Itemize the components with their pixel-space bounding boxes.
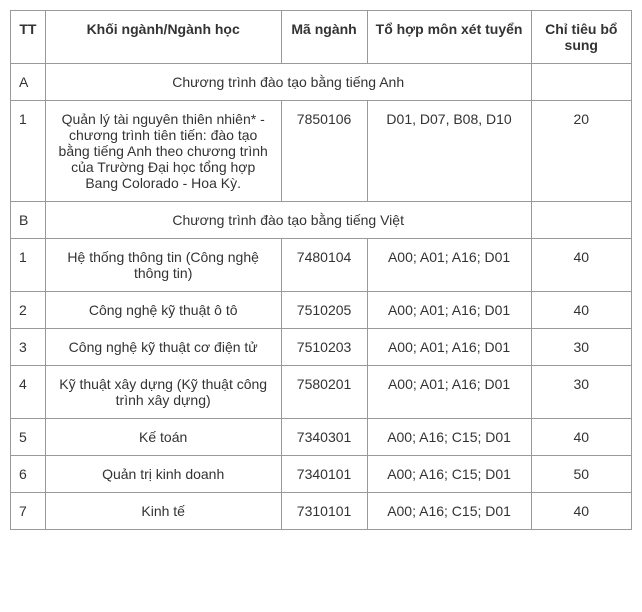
cell-name: Hệ thống thông tin (Công nghệ thông tin) (45, 239, 281, 292)
cell-name: Quản lý tài nguyên thiên nhiên* - chương… (45, 101, 281, 202)
section-row: AChương trình đào tạo bằng tiếng Anh (11, 64, 632, 101)
section-title: Chương trình đào tạo bằng tiếng Anh (45, 64, 531, 101)
cell-combo: A00; A16; C15; D01 (367, 456, 531, 493)
cell-code: 7580201 (281, 366, 367, 419)
cell-quota: 40 (531, 419, 631, 456)
cell-quota: 40 (531, 292, 631, 329)
table-row: 4Kỹ thuật xây dựng (Kỹ thuật công trình … (11, 366, 632, 419)
cell-combo: A00; A01; A16; D01 (367, 239, 531, 292)
header-quota: Chỉ tiêu bổ sung (531, 11, 631, 64)
header-row: TT Khối ngành/Ngành học Mã ngành Tổ hợp … (11, 11, 632, 64)
cell-tt: 5 (11, 419, 46, 456)
cell-tt: 1 (11, 101, 46, 202)
cell-code: 7340301 (281, 419, 367, 456)
cell-quota: 30 (531, 329, 631, 366)
cell-combo: A00; A01; A16; D01 (367, 366, 531, 419)
cell-quota: 30 (531, 366, 631, 419)
cell-tt: 1 (11, 239, 46, 292)
table-row: 2Công nghệ kỹ thuật ô tô7510205A00; A01;… (11, 292, 632, 329)
cell-code: 7480104 (281, 239, 367, 292)
cell-tt: 3 (11, 329, 46, 366)
cell-code: 7310101 (281, 493, 367, 530)
table-row: 3Công nghệ kỹ thuật cơ điện tử7510203A00… (11, 329, 632, 366)
cell-combo: A00; A01; A16; D01 (367, 329, 531, 366)
cell-quota: 40 (531, 493, 631, 530)
table-row: 7Kinh tế7310101A00; A16; C15; D0140 (11, 493, 632, 530)
section-quota-empty (531, 202, 631, 239)
section-label: A (11, 64, 46, 101)
cell-code: 7510203 (281, 329, 367, 366)
table-row: 1Quản lý tài nguyên thiên nhiên* - chươn… (11, 101, 632, 202)
section-label: B (11, 202, 46, 239)
cell-name: Công nghệ kỹ thuật cơ điện tử (45, 329, 281, 366)
cell-combo: A00; A01; A16; D01 (367, 292, 531, 329)
cell-name: Kế toán (45, 419, 281, 456)
cell-quota: 40 (531, 239, 631, 292)
header-combo: Tổ hợp môn xét tuyển (367, 11, 531, 64)
cell-code: 7850106 (281, 101, 367, 202)
section-quota-empty (531, 64, 631, 101)
cell-combo: D01, D07, B08, D10 (367, 101, 531, 202)
header-name: Khối ngành/Ngành học (45, 11, 281, 64)
cell-code: 7340101 (281, 456, 367, 493)
section-title: Chương trình đào tạo bằng tiếng Việt (45, 202, 531, 239)
cell-name: Kỹ thuật xây dựng (Kỹ thuật công trình x… (45, 366, 281, 419)
cell-quota: 20 (531, 101, 631, 202)
header-tt: TT (11, 11, 46, 64)
table-row: 5Kế toán7340301A00; A16; C15; D0140 (11, 419, 632, 456)
cell-tt: 4 (11, 366, 46, 419)
cell-name: Quản trị kinh doanh (45, 456, 281, 493)
cell-name: Kinh tế (45, 493, 281, 530)
cell-tt: 6 (11, 456, 46, 493)
cell-combo: A00; A16; C15; D01 (367, 419, 531, 456)
cell-tt: 2 (11, 292, 46, 329)
cell-code: 7510205 (281, 292, 367, 329)
table-row: 6Quản trị kinh doanh7340101A00; A16; C15… (11, 456, 632, 493)
cell-name: Công nghệ kỹ thuật ô tô (45, 292, 281, 329)
cell-combo: A00; A16; C15; D01 (367, 493, 531, 530)
cell-tt: 7 (11, 493, 46, 530)
table-row: 1Hệ thống thông tin (Công nghệ thông tin… (11, 239, 632, 292)
admission-table: TT Khối ngành/Ngành học Mã ngành Tổ hợp … (10, 10, 632, 530)
cell-quota: 50 (531, 456, 631, 493)
section-row: BChương trình đào tạo bằng tiếng Việt (11, 202, 632, 239)
header-code: Mã ngành (281, 11, 367, 64)
